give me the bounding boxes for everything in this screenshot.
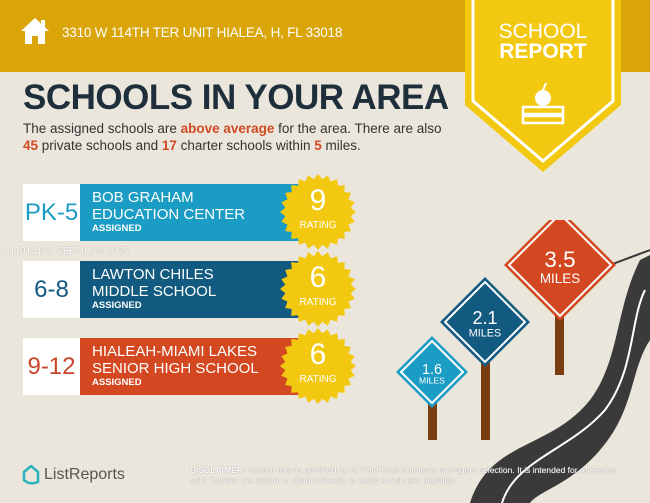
badge-line1: SCHOOL bbox=[498, 20, 588, 43]
badge-label: SCHOOL REPORT bbox=[465, 20, 621, 63]
rating-value: 6 bbox=[309, 338, 327, 371]
mls-watermark: A11914101 SEFMLS© 2025 bbox=[3, 246, 129, 257]
rating-label: RATING bbox=[299, 220, 337, 231]
school-row: 9-12 HIALEAH-MIAMI LAKES SENIOR HIGH SCH… bbox=[23, 328, 356, 404]
sign-unit: MILES bbox=[419, 376, 445, 386]
assignment-status: ASSIGNED bbox=[92, 300, 142, 311]
disclaimer: DISCLAIMER: School data is provided by A… bbox=[190, 465, 616, 485]
rating-value: 6 bbox=[309, 261, 327, 294]
rating-seal: 6 RATING bbox=[280, 328, 356, 404]
distance-sign: 2.1 MILES bbox=[440, 277, 530, 367]
school-info: BOB GRAHAM EDUCATION CENTER ASSIGNED bbox=[80, 184, 305, 241]
listreports-logo: ListReports bbox=[22, 465, 125, 485]
grade-range: PK-5 bbox=[23, 184, 80, 241]
school-row: 6-8 LAWTON CHILES MIDDLE SCHOOL ASSIGNED … bbox=[23, 251, 356, 327]
listreports-logo-icon bbox=[22, 465, 40, 485]
assignment-status: ASSIGNED bbox=[92, 223, 142, 234]
school-info: HIALEAH-MIAMI LAKES SENIOR HIGH SCHOOL AS… bbox=[80, 338, 305, 395]
distance-sign: 3.5 MILES bbox=[504, 220, 616, 321]
rating-value: 9 bbox=[309, 184, 327, 217]
grade-range: 9-12 bbox=[23, 338, 80, 395]
rating-seal: 6 RATING bbox=[280, 251, 356, 327]
sign-distance: 2.1 bbox=[472, 308, 497, 328]
apple-books-icon bbox=[521, 82, 565, 125]
grade-range: 6-8 bbox=[23, 261, 80, 318]
house-icon bbox=[21, 18, 49, 44]
sign-distance: 3.5 bbox=[544, 247, 575, 272]
property-address: 3310 W 114TH TER UNIT HIALEA, H, FL 3301… bbox=[62, 25, 343, 40]
school-report-badge bbox=[465, 0, 621, 172]
summary-text: The assigned schools are above average f… bbox=[23, 121, 442, 153]
sign-distance: 1.6 bbox=[422, 362, 442, 378]
rating-label: RATING bbox=[299, 374, 337, 385]
school-row: PK-5 BOB GRAHAM EDUCATION CENTER ASSIGNED… bbox=[23, 174, 356, 250]
badge-line2: REPORT bbox=[499, 40, 587, 63]
rating-seal: 9 RATING bbox=[280, 174, 356, 250]
distance-sign: 1.6 MILES bbox=[396, 336, 468, 408]
sign-unit: MILES bbox=[540, 271, 580, 286]
page-title: SCHOOLS IN YOUR AREA bbox=[23, 78, 449, 117]
school-info: LAWTON CHILES MIDDLE SCHOOL ASSIGNED bbox=[80, 261, 305, 318]
school-name: LAWTON CHILES MIDDLE SCHOOL bbox=[92, 266, 217, 300]
sign-unit: MILES bbox=[469, 327, 501, 339]
logo-text: ListReports bbox=[44, 466, 125, 483]
assignment-status: ASSIGNED bbox=[92, 377, 142, 388]
school-name: HIALEAH-MIAMI LAKES SENIOR HIGH SCHOOL bbox=[92, 343, 259, 377]
rating-label: RATING bbox=[299, 297, 337, 308]
school-name: BOB GRAHAM EDUCATION CENTER bbox=[92, 189, 246, 223]
road-signs-illustration: 1.6 MILES 2.1 MILES 3.5 MILES bbox=[396, 220, 650, 503]
